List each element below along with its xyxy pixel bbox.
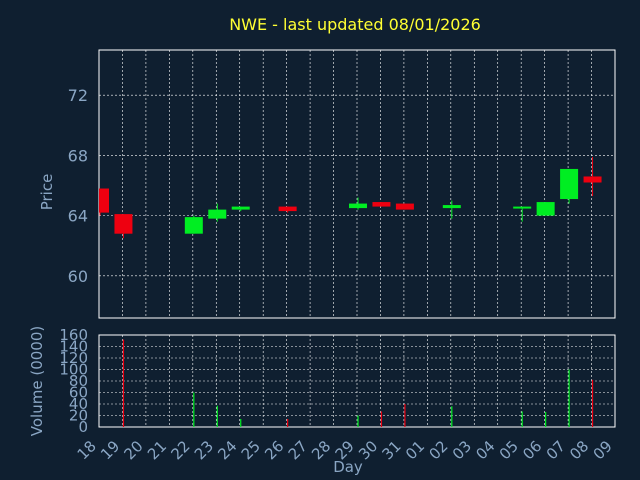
price-tick-label: 64 bbox=[68, 207, 88, 226]
candle-body bbox=[372, 202, 391, 207]
day-tick-label: 28 bbox=[308, 437, 334, 463]
volume-tick-label: 40 bbox=[69, 395, 88, 413]
day-tick-label: 01 bbox=[402, 437, 428, 463]
day-tick-label: 05 bbox=[496, 437, 522, 463]
candle-body bbox=[395, 203, 414, 210]
price-tick-label: 68 bbox=[68, 146, 88, 165]
volume-tick-label: 60 bbox=[69, 384, 88, 402]
candle-body bbox=[536, 202, 555, 216]
volume-tick-label: 0 bbox=[78, 418, 88, 436]
day-tick-label: 03 bbox=[449, 437, 475, 463]
day-axis-label: Day bbox=[333, 458, 363, 476]
day-tick-label: 27 bbox=[285, 437, 311, 463]
candle-body bbox=[114, 214, 133, 234]
day-tick-label: 08 bbox=[566, 437, 592, 463]
day-tick-label: 18 bbox=[74, 437, 100, 463]
price-tick-label: 72 bbox=[68, 86, 88, 105]
day-tick-label: 07 bbox=[543, 437, 569, 463]
candle-body bbox=[442, 205, 461, 209]
volume-tick-label: 80 bbox=[69, 372, 88, 390]
day-tick-label: 24 bbox=[214, 437, 240, 463]
day-tick-label: 06 bbox=[519, 437, 545, 463]
day-tick-label: 25 bbox=[238, 437, 264, 463]
day-tick-label: 20 bbox=[121, 437, 147, 463]
candle-body bbox=[513, 206, 532, 209]
volume-tick-label: 100 bbox=[59, 361, 88, 379]
day-tick-label: 22 bbox=[167, 437, 193, 463]
day-tick-label: 19 bbox=[97, 437, 123, 463]
volume-tick-label: 140 bbox=[59, 338, 88, 356]
volume-axis-label: Volume (0000) bbox=[28, 326, 46, 436]
day-tick-label: 04 bbox=[472, 437, 498, 463]
volume-panel: 1819202122232425262728293031010203040506… bbox=[59, 326, 615, 463]
candle-body bbox=[583, 176, 602, 183]
day-tick-label: 23 bbox=[191, 437, 217, 463]
candle-body bbox=[231, 206, 250, 210]
day-tick-label: 02 bbox=[425, 437, 451, 463]
candle-body bbox=[278, 206, 297, 212]
day-tick-label: 26 bbox=[261, 437, 287, 463]
candle-body bbox=[560, 168, 579, 200]
candle-body bbox=[99, 188, 109, 213]
day-tick-label: 31 bbox=[379, 437, 405, 463]
volume-tick-label: 20 bbox=[69, 407, 88, 425]
candle-body bbox=[208, 209, 227, 219]
price-tick-label: 60 bbox=[68, 267, 88, 286]
price-panel: 60 64 68 72 bbox=[68, 49, 616, 319]
day-tick-label: 21 bbox=[144, 437, 170, 463]
price-axis-label: Price bbox=[38, 174, 56, 211]
volume-tick-label: 160 bbox=[59, 326, 88, 344]
candle-body bbox=[349, 203, 367, 209]
day-tick-label: 09 bbox=[590, 437, 616, 463]
chart-title: NWE - last updated 08/01/2026 bbox=[229, 15, 481, 34]
candle-body bbox=[184, 217, 203, 234]
volume-tick-label: 120 bbox=[59, 349, 88, 367]
